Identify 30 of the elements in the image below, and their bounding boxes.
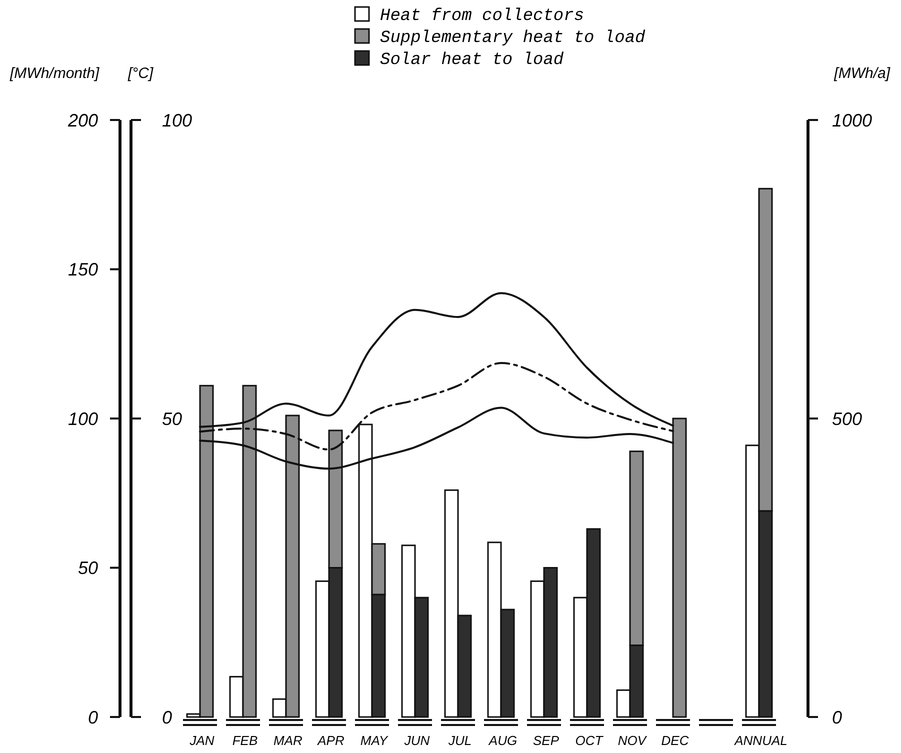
y-tick-label: 200 xyxy=(66,110,98,130)
legend-label: Solar heat to load xyxy=(380,50,564,70)
y2-axis-title: [°C] xyxy=(127,65,154,82)
y-tick-label: 100 xyxy=(68,408,98,429)
y2-tick-label: 0 xyxy=(162,707,172,728)
x-tick-label: AUG xyxy=(488,733,518,748)
y3-tick-label: 500 xyxy=(832,408,862,429)
x-tick-label: MAR xyxy=(274,733,302,748)
x-tick-label: NOV xyxy=(618,733,648,748)
x-tick-label: DEC xyxy=(661,733,690,748)
x-tick-label: APR xyxy=(316,733,344,748)
x-tick-label: SEP xyxy=(532,733,560,748)
x-tick-label: JAN xyxy=(188,733,215,748)
y2-tick-label: 50 xyxy=(162,408,182,429)
y3-axis-title: [MWh/a] xyxy=(833,65,891,82)
y3-tick-label: 1000 xyxy=(832,110,872,130)
y-tick-label: 150 xyxy=(68,260,98,280)
x-tick-label: MAY xyxy=(360,733,389,748)
y3-tick-label: 0 xyxy=(832,707,842,728)
legend-label: Heat from collectors xyxy=(380,6,584,26)
x-tick-label: JUL xyxy=(447,733,472,748)
x-tick-label: OCT xyxy=(575,733,604,748)
x-tick-label: ANNUAL xyxy=(734,733,788,748)
x-tick-label: FEB xyxy=(232,733,258,748)
y-tick-label: 0 xyxy=(88,707,98,728)
x-tick-label: JUN xyxy=(403,733,430,748)
y2-tick-label: 100 xyxy=(162,110,192,130)
y-tick-label: 50 xyxy=(78,558,98,578)
y-axis-title: [MWh/month] xyxy=(9,65,100,82)
legend-label: Supplementary heat to load xyxy=(380,28,646,48)
